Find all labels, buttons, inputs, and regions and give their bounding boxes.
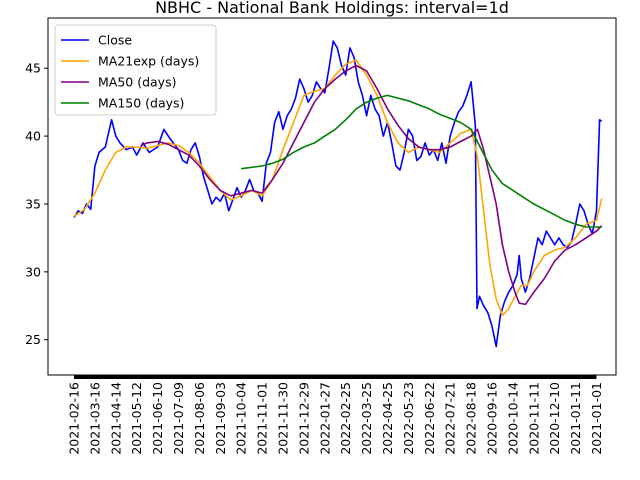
x-tick-label-11: 2021-12-29 [296,382,311,455]
x-tick-label-25: 2021-01-01 [589,382,604,455]
x-tick-label-8: 2021-10-04 [234,382,249,455]
legend-label-3: MA150 (days) [98,96,184,111]
x-tick-label-12: 2022-01-27 [317,382,332,455]
series-line-3 [241,94,602,228]
x-tick-label-22: 2020-11-11 [526,382,541,455]
x-tick-label-14: 2022-03-25 [359,382,374,455]
x-tick-label-13: 2022-02-25 [338,382,353,455]
x-tick-label-5: 2021-07-09 [171,382,186,455]
chart-title: NBHC - National Bank Holdings: interval=… [155,0,509,17]
x-tick-label-4: 2021-06-10 [150,382,165,455]
legend-label-1: MA21exp (days) [98,54,199,69]
y-tick-label-3: 40 [25,129,41,144]
x-tick-label-21: 2020-10-14 [505,382,520,455]
legend-box [54,24,217,116]
series-layer [73,40,603,348]
legend-label-0: Close [98,33,132,48]
legend: Close MA21exp (days) MA50 (days) MA150 (day… [54,24,217,116]
series-line-0 [73,40,603,348]
y-tick-label-4: 45 [25,61,41,76]
x-tick-label-7: 2021-09-03 [213,382,228,455]
x-tick-label-15: 2022-04-25 [380,382,395,455]
y-axis: 25 30 35 40 45 [25,61,48,347]
x-tick-label-0: 2021-02-16 [67,382,82,455]
x-tick-label-24: 2021-01-11 [568,382,583,455]
y-tick-label-1: 30 [25,264,41,279]
x-axis: 2021-02-16 2021-03-16 2021-04-14 2021-05-12… [67,375,604,455]
x-tick-label-23: 2020-12-10 [547,382,562,455]
y-tick-label-0: 25 [25,332,41,347]
x-tick-label-2: 2021-04-14 [108,382,123,455]
x-tick-label-10: 2021-11-30 [276,382,291,455]
x-tick-label-20: 2020-09-16 [485,382,500,455]
x-tick-label-1: 2021-03-16 [87,382,102,455]
x-tick-label-17: 2022-06-22 [422,382,437,455]
x-tick-label-9: 2021-11-01 [255,382,270,455]
x-tick-label-18: 2022-07-21 [443,382,458,455]
x-tick-band [74,375,597,379]
y-tick-label-2: 35 [25,196,41,211]
x-tick-label-6: 2021-08-06 [192,382,207,455]
x-tick-label-3: 2021-05-12 [129,382,144,455]
legend-label-2: MA50 (days) [98,75,176,90]
x-tick-label-19: 2022-08-18 [464,382,479,455]
x-tick-label-16: 2022-05-23 [401,382,416,455]
series-line-2 [140,64,603,306]
